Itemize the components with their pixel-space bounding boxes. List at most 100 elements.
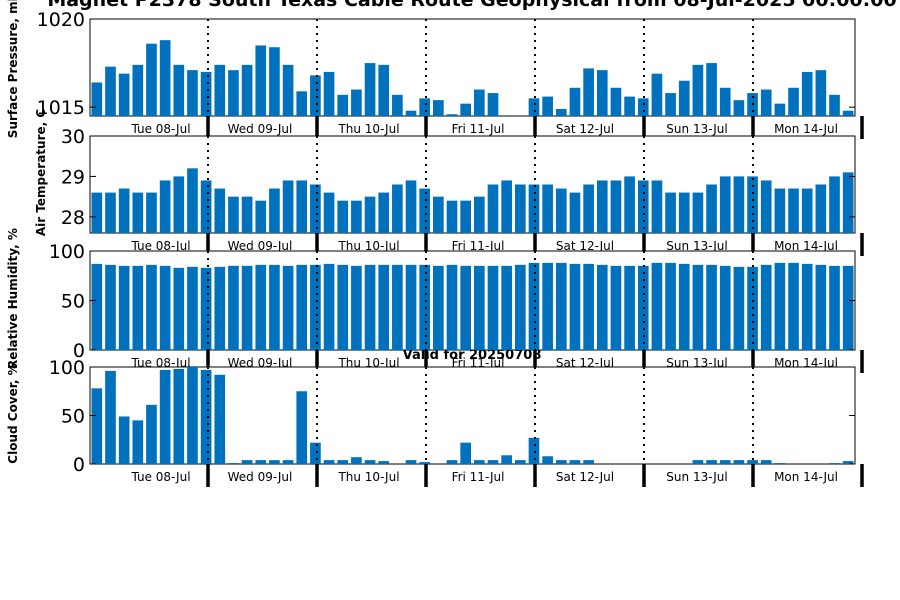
x-tick-label: Fri 11-Jul [452, 122, 505, 136]
bar [255, 264, 267, 350]
bar [692, 460, 704, 464]
bar [842, 110, 854, 116]
bar [282, 265, 294, 350]
y-tick-label: 100 [49, 241, 85, 263]
bar [214, 266, 226, 350]
bar [159, 369, 171, 464]
bar [132, 64, 144, 116]
bar [569, 263, 581, 350]
bar [501, 455, 512, 464]
bar [105, 66, 116, 116]
bar [419, 264, 431, 350]
bar [774, 103, 786, 116]
bar [269, 264, 280, 350]
bar [514, 460, 526, 464]
bar [351, 457, 362, 464]
bar [624, 176, 635, 233]
bar [118, 73, 130, 116]
x-tick-label: Wed 09-Jul [228, 470, 293, 484]
bar [173, 176, 185, 233]
y-tick-label: 100 [49, 357, 85, 379]
bar [596, 264, 608, 350]
bar [105, 192, 116, 233]
y-tick-label: 1015 [37, 97, 85, 119]
bar [610, 87, 622, 116]
y-axis-label: Surface Pressure, mb [6, 0, 20, 138]
x-tick-label: Sun 13-Jul [666, 122, 727, 136]
bar [214, 64, 226, 116]
x-tick-label: Fri 11-Jul [452, 470, 505, 484]
bar [760, 264, 772, 350]
bar [419, 462, 431, 464]
bar [269, 188, 280, 233]
bar [528, 262, 540, 350]
bar [842, 461, 854, 464]
bar [91, 263, 103, 350]
bar [310, 184, 321, 233]
bar [241, 265, 253, 350]
bar [596, 180, 608, 233]
bar [665, 93, 676, 116]
bar [446, 114, 458, 116]
bar [200, 180, 212, 233]
bar [719, 265, 731, 350]
bar [296, 91, 308, 116]
bar [528, 98, 540, 116]
x-tick-label: Sat 12-Jul [556, 122, 614, 136]
bar [351, 265, 362, 350]
bar [173, 368, 185, 464]
chart-title: Magnet P2378 South Texas Cable Route Geo… [47, 0, 896, 11]
bar [528, 437, 540, 464]
bar [241, 64, 253, 116]
bar [774, 262, 786, 350]
bar [706, 264, 717, 350]
bar [296, 391, 308, 464]
bar [610, 265, 622, 350]
bar [446, 460, 458, 464]
bar [433, 196, 444, 233]
bar [706, 460, 717, 464]
bar [692, 264, 704, 350]
bar [583, 460, 594, 464]
x-tick-label: Sun 13-Jul [666, 239, 727, 253]
bar [719, 87, 731, 116]
bar [788, 262, 799, 350]
bar [569, 87, 581, 116]
bar [583, 68, 594, 116]
bar [733, 460, 745, 464]
bar [542, 456, 553, 464]
bar [132, 192, 144, 233]
bar [829, 265, 840, 350]
y-tick-label: 0 [73, 340, 85, 362]
x-tick-label: Sat 12-Jul [556, 470, 614, 484]
bar [555, 460, 567, 464]
bar [282, 460, 294, 464]
bar [282, 64, 294, 116]
bar [146, 192, 157, 233]
bar [419, 188, 431, 233]
bar [842, 265, 854, 350]
bar [105, 370, 116, 464]
bar [460, 265, 471, 350]
bar [310, 442, 321, 464]
bar [323, 71, 335, 116]
bar [555, 188, 567, 233]
bar [829, 463, 840, 464]
y-tick-label: 0 [73, 454, 85, 476]
bar [364, 63, 376, 116]
bar [364, 264, 376, 350]
bar [337, 94, 349, 116]
bar [692, 192, 704, 233]
bar [651, 73, 663, 116]
bar [159, 265, 171, 350]
bar [446, 264, 458, 350]
bar [528, 184, 540, 233]
bar [610, 180, 622, 233]
bar [405, 180, 417, 233]
bar [514, 264, 526, 350]
bar [364, 460, 376, 464]
panel-4: 0 50 100 Tue 08-Jul Wed 09-Jul Thu 10-Jul Fri … [6, 357, 864, 487]
bar [678, 263, 690, 350]
bar [405, 110, 417, 116]
bar [801, 263, 813, 350]
